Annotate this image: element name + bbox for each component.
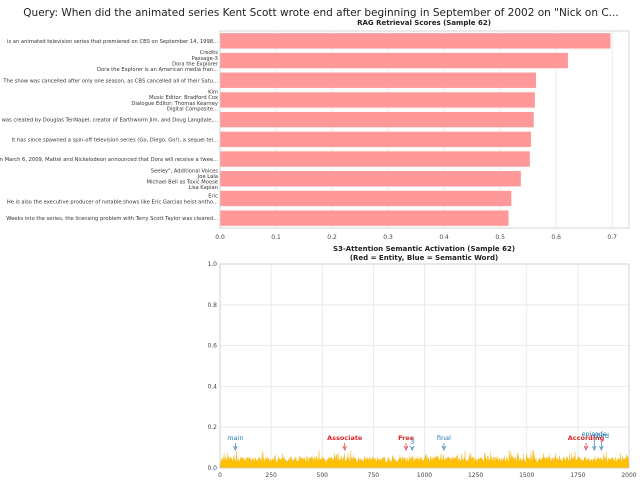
annotation-label: Associate: [327, 434, 363, 442]
bar-6: [220, 131, 531, 148]
bar-category-label: It was created by Douglas TenNapel, crea…: [0, 118, 218, 124]
bar-x-tick-label: 0.6: [551, 234, 561, 241]
bar-category-label: It has since spawned a spin-off televisi…: [12, 137, 219, 143]
bar-category-label: Joe Lala: [197, 174, 218, 180]
bar-chart-category-labels: is an animated television series that pr…: [0, 39, 219, 222]
bar-1: [220, 33, 611, 49]
bar-3: [220, 72, 536, 88]
act-y-tick-label: 0.4: [207, 383, 217, 390]
bar-chart-frame: [219, 30, 630, 229]
activation-fill: [219, 450, 630, 469]
bar-category-label: is an animated television series that pr…: [7, 39, 218, 45]
bar-category-label: Dora the Explorer is an American media f…: [97, 67, 218, 73]
act-y-tick-label: 1.0: [207, 261, 217, 268]
bar-category-label: Dora the Explorer: [172, 61, 219, 67]
act-x-tick-label: 1500: [519, 472, 534, 479]
annotation-arrow-head: [599, 445, 604, 451]
bar-category-label: Passage-3: [192, 56, 218, 62]
act-y-tick-label: 0.8: [207, 302, 217, 309]
annotation-label: episode: [582, 430, 607, 438]
bar-chart-bars: [220, 33, 611, 226]
act-x-tick-label: 1000: [417, 472, 432, 479]
annotation-arrow-head: [583, 445, 589, 451]
bar-chart-title: RAG Retrieval Scores (Sample 62): [357, 19, 491, 27]
act-x-tick-label: 250: [265, 472, 277, 479]
annotation-semantic: episode: [582, 430, 607, 451]
annotation-label: According: [568, 434, 605, 442]
bar-x-tick-label: 0.7: [607, 234, 617, 241]
annotation-arrow-head: [441, 445, 447, 451]
activation-chart: S3-Attention Semantic Activation (Sample…: [207, 245, 636, 479]
activation-chart-subtitle: (Red = Entity, Blue = Semantic Word): [350, 254, 498, 262]
bar-10: [220, 210, 509, 226]
bar-x-tick-label: 0.0: [215, 234, 225, 241]
annotation-arrow-head: [410, 445, 415, 451]
bar-x-tick-label: 0.3: [383, 234, 393, 241]
annotation-label: final: [437, 434, 451, 442]
activation-chart-frame: [219, 263, 630, 469]
bar-category-label: Eric: [208, 194, 218, 200]
annotation-semantic: main: [227, 434, 243, 451]
bar-category-label: Kim: [208, 90, 218, 96]
bar-category-label: On March 6, 2009, Mattel and Nickelodeon…: [0, 157, 218, 163]
act-x-tick-label: 500: [317, 472, 329, 479]
bar-4: [220, 92, 535, 108]
bar-category-label: Credits: [200, 50, 219, 56]
bar-category-label: Weeks into the series, the licensing pro…: [6, 216, 218, 222]
act-y-tick-label: 0.6: [207, 343, 217, 350]
annotation-entity: Associate: [327, 434, 363, 451]
act-x-tick-label: 2000: [621, 472, 636, 479]
act-y-tick-label: 0.0: [207, 465, 217, 472]
annotation-semantic: third: [594, 432, 609, 451]
bar-category-label: He is also the executive producer of not…: [7, 199, 219, 205]
bar-x-tick-label: 0.4: [439, 234, 449, 241]
activation-y-ticks: 0.0 0.2 0.4 0.6 0.8 1.0: [207, 261, 217, 472]
bar-x-tick-label: 0.2: [327, 234, 337, 241]
activation-chart-title: S3-Attention Semantic Activation (Sample…: [333, 245, 515, 253]
act-x-tick-label: 750: [368, 472, 380, 479]
act-x-tick-label: 1250: [468, 472, 483, 479]
annotation-entity: Free: [398, 434, 415, 451]
act-y-tick-label: 0.2: [207, 424, 217, 431]
annotation-semantic: 3: [410, 438, 415, 451]
annotation-arrow-head: [342, 445, 347, 451]
act-x-tick-label: 0: [218, 472, 222, 479]
bar-category-label: Seeley", Additional Voices: [151, 168, 219, 174]
annotation-label: Free: [398, 434, 415, 442]
bar-chart-x-ticks: 0.0 0.1 0.2 0.3 0.4 0.5 0.6 0.7: [215, 234, 617, 241]
bar-category-label: Digital Composite...: [167, 106, 218, 112]
bar-9: [220, 190, 512, 207]
activation-area: [219, 450, 630, 469]
retrieval-bar-chart: RAG Retrieval Scores (Sample 62) is an a…: [0, 19, 630, 241]
bar-8: [220, 171, 521, 187]
annotation-label: third: [594, 432, 609, 440]
annotation-arrow-head: [592, 445, 597, 451]
annotation-arrow-head: [233, 445, 238, 451]
bar-category-label: Michael Bell as Toxic Moose: [147, 180, 218, 186]
annotation-entity: According: [568, 434, 605, 451]
act-x-tick-label: 1750: [570, 472, 585, 479]
bar-category-label: Lisa Kaplan: [188, 185, 218, 191]
bar-x-tick-label: 0.1: [271, 234, 281, 241]
annotation-label: main: [227, 434, 243, 442]
bar-category-label: Dialogue Editor: Thomas Kearney: [131, 101, 218, 107]
annotation-label: 3: [410, 438, 414, 446]
bar-5: [220, 111, 534, 128]
figure-suptitle: Query: When did the animated series Kent…: [23, 7, 618, 19]
bar-category-label: Music Editor: Bradford Cox: [149, 95, 218, 101]
bar-7: [220, 151, 530, 167]
bar-category-label: The show was cancelled after only one se…: [2, 78, 218, 84]
activation-x-ticks: 0 250 500 750 1000 1250 1500 1750 2000: [218, 472, 637, 479]
annotation-semantic: final: [437, 434, 451, 451]
bar-x-tick-label: 0.5: [495, 234, 505, 241]
bar-2: [220, 52, 568, 69]
annotation-arrow-head: [403, 445, 409, 451]
